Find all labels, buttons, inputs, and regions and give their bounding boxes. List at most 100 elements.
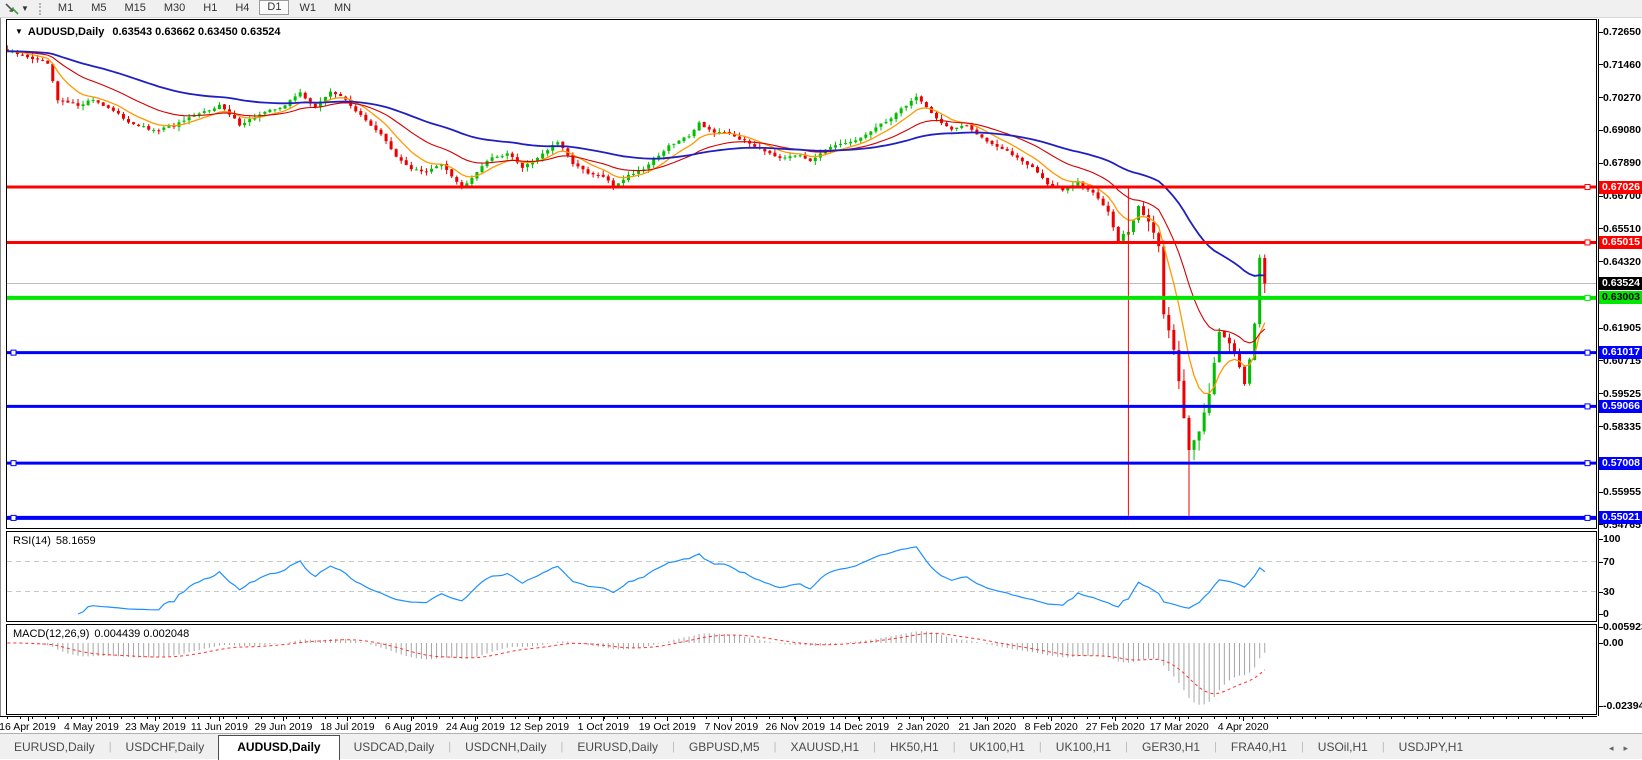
price-chart-panel[interactable]: ▼ AUDUSD,Daily 0.63543 0.63662 0.63450 0.6… <box>6 19 1597 529</box>
date-minor-tick <box>197 717 199 719</box>
date-minor-tick <box>235 717 237 719</box>
tab-fra40-h1[interactable]: FRA40,H1 <box>1230 740 1287 754</box>
date-minor-tick <box>629 717 631 719</box>
tab-scroll-left-icon[interactable]: ◂ <box>1608 743 1624 753</box>
date-label: 19 Oct 2019 <box>638 721 696 733</box>
date-tick <box>411 717 413 721</box>
tab-xauusd-h1[interactable]: XAUUSD,H1 <box>790 740 860 754</box>
date-minor-tick <box>540 717 542 719</box>
tab-audusd-daily[interactable]: AUDUSD,Daily <box>218 735 340 760</box>
date-minor-tick <box>121 717 123 719</box>
tab-uk100-h1[interactable]: UK100,H1 <box>969 740 1025 754</box>
price-axis[interactable]: 0.72650 0.71460 0.70270 0.69080 0.67890 0.667… <box>1598 19 1642 716</box>
tab-scroll-right-icon[interactable]: ▸ <box>1623 743 1638 753</box>
date-minor-tick <box>1302 717 1304 719</box>
chart-title: ▼ AUDUSD,Daily 0.63543 0.63662 0.63450 0.6… <box>15 26 281 38</box>
price-tick-dash <box>1599 426 1603 428</box>
tab-usdcad-daily[interactable]: USDCAD,Daily <box>353 740 435 754</box>
tab-usdchf-daily[interactable]: USDCHF,Daily <box>125 740 205 754</box>
date-label: 4 Apr 2020 <box>1217 721 1269 733</box>
date-minor-tick <box>45 717 47 719</box>
timeframe-button-m1[interactable]: M1 <box>57 2 74 14</box>
rsi-tick-dash <box>1599 614 1603 615</box>
date-tick <box>91 717 93 721</box>
tab-usdcnh-daily[interactable]: USDCNH,Daily <box>465 740 547 754</box>
price-line-label: 0.57008 <box>1599 456 1642 470</box>
tab-eurusd-daily[interactable]: EURUSD,Daily <box>14 740 95 754</box>
date-minor-tick <box>489 717 491 719</box>
date-label: 24 Aug 2019 <box>445 721 505 733</box>
date-tick <box>667 717 669 721</box>
tab-ger30-h1[interactable]: GER30,H1 <box>1142 740 1201 754</box>
date-minor-tick <box>438 717 440 719</box>
date-minor-tick <box>337 717 339 719</box>
date-minor-tick <box>286 717 288 719</box>
tab-usoil-h1[interactable]: USOil,H1 <box>1317 740 1368 754</box>
date-label: 29 Jun 2019 <box>254 721 313 733</box>
macd-indicator-panel[interactable]: MACD(12,26,9) 0.004439 0.002048 <box>6 624 1597 715</box>
rsi-name: RSI(14) <box>13 535 51 547</box>
date-minor-tick <box>1340 717 1342 719</box>
date-minor-tick <box>603 717 605 719</box>
date-axis[interactable]: 16 Apr 2019 4 May 2019 23 May 2019 11 Jun 2… <box>0 716 1597 734</box>
tab-uk100-h1[interactable]: UK100,H1 <box>1055 740 1112 754</box>
rsi-indicator-panel[interactable]: RSI(14) 58.1659 <box>6 531 1597 622</box>
timeframe-button-d1[interactable]: D1 <box>259 0 290 15</box>
price-chart-canvas[interactable] <box>7 20 1596 528</box>
date-minor-tick <box>248 717 250 719</box>
date-minor-tick <box>819 717 821 719</box>
timeframe-button-mn[interactable]: MN <box>333 2 352 14</box>
date-minor-tick <box>1467 717 1469 719</box>
date-minor-tick <box>1238 717 1240 719</box>
date-minor-tick <box>476 717 478 719</box>
date-minor-tick <box>705 717 707 719</box>
macd-scale-label: -0.023944 <box>1603 700 1642 712</box>
rsi-label: RSI(14) 58.1659 <box>13 535 96 547</box>
tab-scroll-arrows[interactable]: ◂▸ <box>1609 743 1638 754</box>
price-tick-label: 0.59525 <box>1603 387 1641 400</box>
date-minor-tick <box>1543 717 1545 719</box>
date-tick <box>219 717 221 721</box>
price-tick-dash <box>1599 64 1603 66</box>
timeframe-button-m15[interactable]: M15 <box>124 2 146 14</box>
date-minor-tick <box>896 717 897 719</box>
date-minor-tick <box>1188 717 1190 719</box>
price-tick-label: 0.65510 <box>1603 222 1641 235</box>
timeframe-button-h4[interactable]: H4 <box>235 2 250 14</box>
timeframe-button-h1[interactable]: H1 <box>203 2 218 14</box>
date-minor-tick <box>1327 717 1329 719</box>
timeframe-button-m5[interactable]: M5 <box>91 2 107 14</box>
date-minor-tick <box>1531 717 1532 719</box>
price-tick-dash <box>1599 261 1603 263</box>
macd-histogram <box>11 631 1266 705</box>
collapse-triangle-icon[interactable]: ▼ <box>15 27 23 36</box>
date-tick <box>1179 717 1181 721</box>
tab-eurusd-daily[interactable]: EURUSD,Daily <box>577 740 659 754</box>
date-label: 21 Jan 2020 <box>958 721 1017 733</box>
date-minor-tick <box>883 717 885 719</box>
timeframe-button-w1[interactable]: W1 <box>299 2 316 14</box>
date-label: 12 Sep 2019 <box>509 721 570 733</box>
tab-usdjpy-h1[interactable]: USDJPY,H1 <box>1398 740 1464 754</box>
date-minor-tick <box>1073 717 1075 719</box>
date-minor-tick <box>654 717 656 719</box>
toolbar-grip-icon <box>38 2 41 15</box>
date-minor-tick <box>324 717 326 719</box>
date-label: 11 Jun 2019 <box>190 721 248 733</box>
tab-separator: | <box>952 741 956 753</box>
date-minor-tick <box>134 717 135 719</box>
date-minor-tick <box>1264 717 1266 719</box>
macd-canvas[interactable] <box>7 625 1596 714</box>
horizontal-lines-layer[interactable] <box>7 184 1596 521</box>
date-minor-tick <box>743 717 745 719</box>
timeframe-button-m30[interactable]: M30 <box>163 2 186 14</box>
date-minor-tick <box>1289 717 1291 719</box>
date-minor-tick <box>1365 717 1367 719</box>
date-minor-tick <box>57 717 59 719</box>
tool-dropdown-caret-icon[interactable]: ▼ <box>21 4 29 13</box>
cursor-tools-icon[interactable] <box>3 2 21 16</box>
rsi-canvas[interactable] <box>7 532 1596 621</box>
tab-hk50-h1[interactable]: HK50,H1 <box>889 740 939 754</box>
tab-gbpusd-m5[interactable]: GBPUSD,M5 <box>688 740 760 754</box>
tab-separator: | <box>560 741 564 753</box>
